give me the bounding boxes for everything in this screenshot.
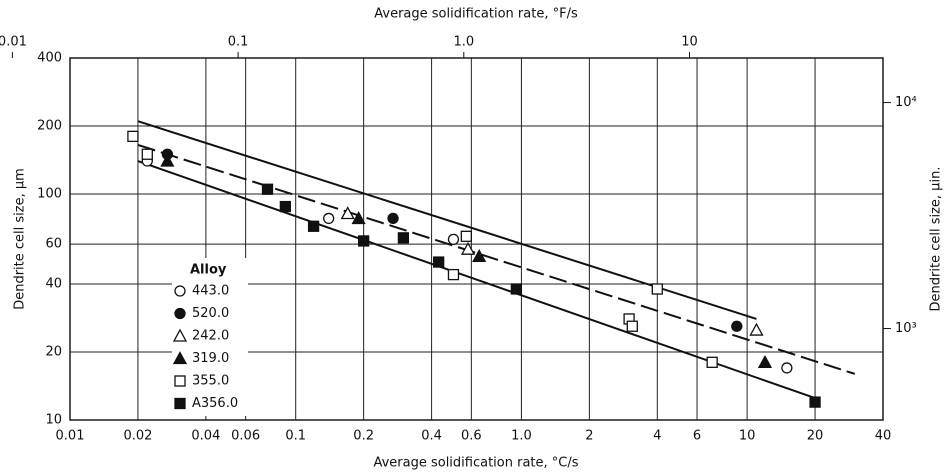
y2-tick-label: 10³ bbox=[895, 321, 917, 336]
marker bbox=[757, 354, 773, 368]
marker bbox=[626, 320, 638, 332]
legend-label: A356.0 bbox=[192, 396, 238, 411]
marker bbox=[351, 211, 366, 225]
x2-tick-label: 0.1 bbox=[228, 35, 249, 50]
marker bbox=[651, 283, 663, 295]
y-tick-label: 200 bbox=[37, 119, 62, 134]
x-tick-label: 10 bbox=[739, 429, 756, 444]
marker bbox=[323, 212, 335, 225]
marker bbox=[706, 356, 718, 368]
x-tick-label: 0.02 bbox=[123, 429, 152, 444]
marker bbox=[809, 396, 821, 408]
x-tick-label: 1.0 bbox=[511, 429, 532, 444]
marker bbox=[160, 153, 175, 167]
x-tick-label: 0.6 bbox=[461, 429, 482, 444]
marker bbox=[141, 148, 153, 160]
marker bbox=[472, 248, 487, 262]
marker bbox=[447, 268, 460, 281]
marker bbox=[447, 233, 460, 246]
y-axis-title: Dendrite cell size, µm bbox=[13, 168, 28, 310]
x2-tick-label: 1.0 bbox=[453, 35, 474, 50]
marker bbox=[460, 230, 472, 242]
marker bbox=[510, 283, 523, 295]
x-tick-label: 0.2 bbox=[353, 429, 374, 444]
legend-marker bbox=[174, 397, 186, 410]
legend-label: 443.0 bbox=[192, 284, 229, 299]
legend-marker bbox=[172, 351, 188, 365]
marker bbox=[781, 362, 793, 374]
y-tick-label: 10 bbox=[45, 413, 62, 428]
y2-axis-title: Dendrite cell size, µin. bbox=[929, 167, 944, 312]
y-tick-label: 40 bbox=[45, 276, 62, 291]
legend-label: 355.0 bbox=[192, 374, 229, 389]
marker bbox=[387, 212, 399, 225]
x-axis-title: Average solidification rate, °C/s bbox=[373, 456, 578, 471]
legend-box bbox=[172, 258, 248, 416]
y2-tick-label: 10⁴ bbox=[895, 95, 917, 110]
marker bbox=[357, 235, 370, 247]
x-tick-label: 0.4 bbox=[421, 429, 442, 444]
x-tick-label: 0.04 bbox=[191, 429, 220, 444]
x-tick-label: 6 bbox=[693, 429, 701, 444]
marker bbox=[749, 322, 764, 336]
top-axis-title: Average solidification rate, °F/s bbox=[374, 7, 578, 22]
legend-title: Alloy bbox=[190, 263, 227, 278]
marker bbox=[307, 220, 320, 232]
x-tick-label: 4 bbox=[653, 429, 661, 444]
x2-tick-label: 10 bbox=[681, 35, 698, 50]
y-tick-label: 400 bbox=[37, 51, 62, 66]
legend-marker bbox=[174, 307, 186, 320]
x-tick-label: 20 bbox=[807, 429, 824, 444]
legend-label: 520.0 bbox=[192, 306, 229, 321]
x-tick-label: 0.1 bbox=[285, 429, 306, 444]
fit-line bbox=[137, 160, 816, 400]
legend-label: 319.0 bbox=[192, 351, 229, 366]
marker bbox=[397, 232, 410, 244]
marker bbox=[340, 206, 355, 220]
x-tick-label: 2 bbox=[585, 429, 593, 444]
x2-tick-label: 0.01 bbox=[0, 35, 27, 50]
x-tick-label: 0.06 bbox=[231, 429, 260, 444]
marker bbox=[127, 130, 139, 143]
legend-marker bbox=[174, 285, 186, 297]
x-tick-label: 40 bbox=[875, 429, 892, 444]
fit-line bbox=[137, 143, 856, 375]
marker bbox=[261, 183, 274, 195]
legend-marker bbox=[172, 328, 188, 342]
y-tick-label: 20 bbox=[45, 344, 62, 359]
y-tick-label: 100 bbox=[37, 187, 62, 202]
legend-label: 242.0 bbox=[192, 329, 229, 344]
marker bbox=[433, 256, 445, 268]
marker bbox=[731, 320, 743, 332]
legend-marker bbox=[174, 375, 186, 387]
x-tick-label: 0.01 bbox=[56, 429, 85, 444]
y-tick-label: 60 bbox=[45, 237, 62, 252]
marker bbox=[279, 200, 292, 213]
marker bbox=[460, 241, 476, 255]
